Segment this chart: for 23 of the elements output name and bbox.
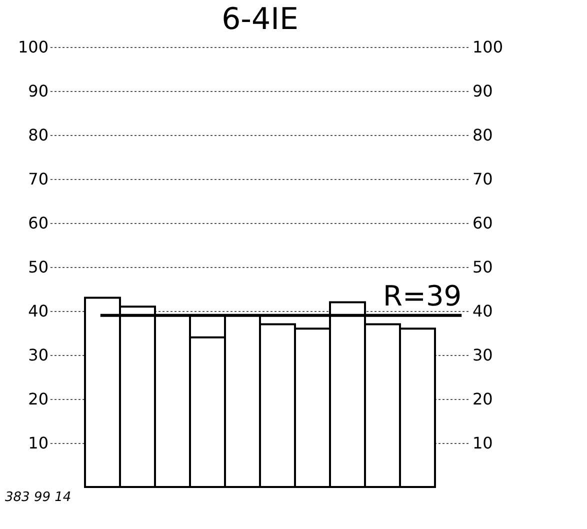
- y-tick-label: 60: [28, 214, 48, 232]
- chart-title: 6-4IE: [222, 2, 298, 37]
- y2-tick-label: 50: [472, 258, 493, 276]
- y2-tick-label: 100: [472, 38, 504, 56]
- y2-tick-label: 70: [472, 170, 493, 188]
- y2-tick-label: 40: [472, 302, 493, 320]
- y2-tick-label: 20: [472, 390, 493, 408]
- y-tick-label: 50: [28, 258, 48, 276]
- y-tick-label: 100: [18, 38, 48, 56]
- y-tick-label: 30: [28, 346, 48, 364]
- y2-tick-label: 60: [472, 214, 493, 232]
- y-tick-label: 70: [28, 170, 48, 188]
- y2-tick-label: 80: [472, 126, 493, 144]
- y2-tick-label: 10: [472, 434, 493, 452]
- y-tick-label: 40: [28, 302, 48, 320]
- text: 383 99 14: [5, 490, 72, 505]
- y2-tick-label: 30: [472, 346, 493, 364]
- y-tick-label: 10: [28, 434, 48, 452]
- y2-tick-label: 90: [472, 82, 493, 100]
- ref-line-label: R=39: [383, 279, 462, 312]
- y-tick-label: 20: [28, 390, 48, 408]
- y-tick-label: 80: [28, 126, 48, 144]
- y-tick-label: 90: [28, 82, 48, 100]
